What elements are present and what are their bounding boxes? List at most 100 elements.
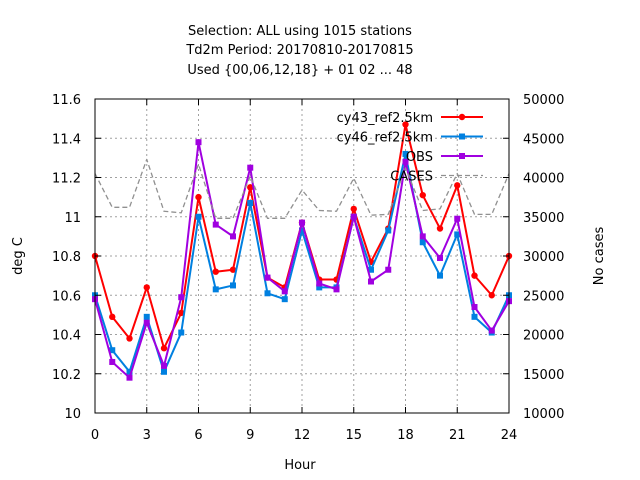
- data-point: [230, 233, 236, 240]
- data-point: [402, 150, 409, 157]
- data-point: [195, 193, 202, 201]
- data-point: [350, 213, 357, 220]
- legend-label: OBS: [406, 150, 433, 165]
- data-point: [402, 158, 409, 165]
- data-point: [471, 313, 478, 320]
- title-line-3: Used {00,06,12,18} + 01 02 ... 48: [187, 63, 412, 78]
- legend: cy43_ref2.5km cy46_ref2.5km OBS CASES: [337, 111, 483, 185]
- chart-title: Selection: ALL using 1015 stations Td2m …: [185, 24, 413, 78]
- data-point: [229, 266, 237, 273]
- data-point: [385, 227, 392, 234]
- data-point: [178, 329, 185, 336]
- data-point: [368, 278, 374, 285]
- y2-tick-label: 45000: [523, 132, 564, 147]
- data-point: [161, 368, 167, 375]
- data-point: [281, 288, 288, 295]
- data-point: [178, 294, 185, 301]
- y-tick-label: 11.4: [52, 132, 81, 147]
- y2-tick-label: 20000: [523, 329, 564, 344]
- y-tick-label: 10: [64, 407, 81, 422]
- series-line: [94, 158, 510, 219]
- data-point: [281, 296, 288, 303]
- x-axis-label: Hour: [284, 458, 316, 473]
- x-tick-label: 9: [246, 428, 254, 443]
- data-point: [488, 292, 495, 299]
- data-point: [178, 309, 185, 317]
- data-point: [419, 233, 426, 240]
- data-point: [126, 335, 133, 342]
- data-point: [212, 268, 219, 275]
- legend-entry: cy46_ref2.5km: [337, 131, 483, 146]
- y2-axis-label: No cases: [592, 227, 607, 286]
- data-point: [333, 286, 340, 293]
- y-tick-label: 10.6: [52, 289, 81, 304]
- x-tick-label: 24: [501, 428, 518, 443]
- y2-tick-label: 25000: [523, 289, 564, 304]
- axis-ticks: 0 3 6 9 12 15 18 21 24 10 10.2 10.4 10.6 10.8 11 11.2 11…: [52, 93, 564, 443]
- y2-tick-label: 50000: [523, 93, 564, 108]
- series-cy46_ref2.5km: [92, 150, 512, 375]
- data-point: [454, 182, 461, 189]
- y-tick-label: 11.2: [52, 172, 81, 187]
- legend-swatch-marker: [459, 153, 465, 159]
- data-point: [126, 368, 133, 375]
- data-point: [161, 362, 167, 369]
- y2-tick-label: 15000: [523, 368, 564, 383]
- data-point: [143, 284, 150, 291]
- data-point: [385, 266, 392, 273]
- legend-entry: cy43_ref2.5km: [337, 111, 483, 126]
- data-point: [437, 254, 443, 261]
- data-point: [437, 272, 443, 279]
- data-point: [471, 272, 478, 279]
- data-point: [488, 327, 495, 334]
- title-line-2: Td2m Period: 20170810-20170815: [185, 43, 413, 58]
- data-point: [247, 184, 254, 191]
- data-point: [419, 191, 426, 199]
- y2-tick-label: 10000: [523, 407, 564, 422]
- y-tick-label: 10.8: [52, 250, 81, 265]
- data-point: [436, 225, 444, 232]
- data-point: [454, 231, 461, 238]
- data-point: [368, 266, 374, 273]
- data-point: [126, 374, 133, 381]
- data-point: [247, 164, 254, 171]
- data-point: [419, 239, 426, 246]
- y-tick-label: 10.2: [52, 368, 81, 383]
- y-tick-label: 11: [64, 211, 81, 226]
- data-point: [402, 121, 409, 128]
- data-point: [160, 345, 168, 352]
- y2-tick-label: 40000: [523, 172, 564, 187]
- x-tick-label: 12: [294, 428, 311, 443]
- legend-label: cy43_ref2.5km: [337, 111, 433, 126]
- grid: [94, 98, 510, 414]
- y2-tick-label: 35000: [523, 211, 564, 226]
- legend-entry: OBS: [406, 150, 483, 165]
- legend-label: cy46_ref2.5km: [337, 131, 433, 146]
- x-tick-label: 21: [449, 428, 466, 443]
- legend-swatch-marker: [459, 133, 465, 140]
- y-axis-label: deg C: [11, 237, 26, 275]
- data-point: [264, 274, 271, 281]
- data-point: [195, 213, 202, 220]
- y-tick-label: 11.6: [52, 93, 81, 108]
- legend-entry: CASES: [390, 170, 483, 185]
- legend-label: CASES: [390, 170, 433, 185]
- y-tick-label: 10.4: [52, 329, 81, 344]
- x-tick-label: 6: [194, 428, 202, 443]
- series-layer: [91, 121, 513, 381]
- data-point: [316, 284, 323, 291]
- x-tick-label: 18: [397, 428, 414, 443]
- data-point: [454, 215, 461, 222]
- title-line-1: Selection: ALL using 1015 stations: [188, 24, 412, 39]
- data-point: [109, 313, 116, 321]
- series-CASES: [94, 158, 510, 219]
- legend-swatch-marker: [458, 113, 466, 121]
- data-point: [299, 219, 305, 226]
- data-point: [247, 200, 254, 207]
- data-point: [471, 304, 478, 311]
- y2-tick-label: 30000: [523, 250, 564, 265]
- x-tick-label: 0: [91, 428, 99, 443]
- x-tick-label: 15: [345, 428, 362, 443]
